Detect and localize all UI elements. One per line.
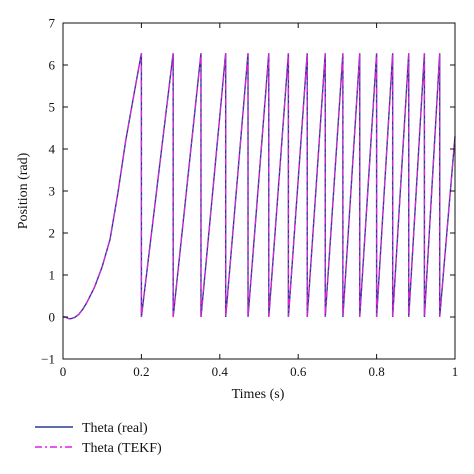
y-tick-label: 0	[49, 310, 56, 325]
axes: 0 0.2 0.4 0.6 0.8 1 −1 0 1 2 3 4 5 6 7	[41, 16, 458, 380]
x-tick-label: 1	[452, 364, 459, 379]
y-tick-label: 7	[49, 16, 56, 31]
y-tick-label: 3	[49, 184, 56, 199]
x-tick-label: 0.4	[212, 364, 229, 379]
series-line-theta-real	[63, 53, 456, 320]
x-axis-label: Times (s)	[232, 387, 285, 402]
x-tick-label: 0.6	[290, 364, 307, 379]
legend: Theta (real) Theta (TEKF)	[35, 421, 162, 456]
plot-area	[63, 53, 456, 320]
plot-frame	[62, 22, 456, 360]
y-tick-label: 6	[49, 58, 56, 73]
x-tick-label: 0.8	[368, 364, 384, 379]
y-tick-label: −1	[41, 352, 55, 367]
x-tick-label: 0	[60, 364, 67, 379]
series-line-theta-tekf	[63, 53, 456, 320]
y-tick-label: 4	[49, 142, 56, 157]
legend-label-theta-tekf: Theta (TEKF)	[82, 441, 162, 456]
y-tick-label: 1	[49, 268, 56, 283]
y-tick-label: 5	[49, 100, 56, 115]
legend-label-theta-real: Theta (real)	[82, 421, 148, 436]
x-tick-label: 0.2	[133, 364, 149, 379]
y-axis-label: Position (rad)	[16, 152, 31, 229]
y-tick-label: 2	[49, 226, 56, 241]
